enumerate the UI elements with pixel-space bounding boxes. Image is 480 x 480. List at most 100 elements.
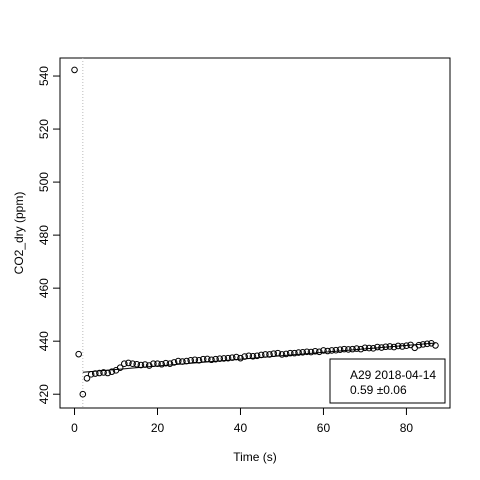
data-point [208,356,215,364]
data-point [100,369,107,376]
data-point [419,341,427,348]
y-tick-label: 520 [37,119,51,139]
y-tick-label: 480 [37,225,51,245]
x-axis: 0 20 40 60 80 [71,407,414,435]
data-point [125,359,132,367]
data-points [71,66,439,398]
data-point [212,355,219,363]
data-point [253,352,261,360]
legend-label-site-date: A29 2018-04-14 [350,368,436,382]
data-point [382,343,389,351]
data-point [220,355,228,362]
x-tick-label: 80 [400,421,414,435]
data-point [166,360,174,368]
legend: A29 2018-04-14 0.59 ±0.06 [329,358,446,404]
plot-frame [59,57,451,409]
data-point [87,371,95,378]
data-point [79,390,87,398]
data-point [303,348,311,356]
data-point [353,345,360,352]
data-point [241,353,248,360]
data-point [83,375,91,382]
data-point [187,356,194,364]
legend-box [329,358,446,404]
data-point [266,351,273,358]
x-axis-title: Time (s) [233,450,277,464]
data-point [262,351,269,358]
data-point [237,354,244,362]
data-point [121,360,128,368]
y-tick-label: 420 [37,384,51,404]
x-tick-label: 60 [317,421,331,435]
data-point [361,344,369,352]
data-point [71,66,78,74]
data-point [158,360,165,368]
data-point [316,348,323,356]
data-point [386,343,394,350]
data-point [278,351,286,358]
y-tick-label: 540 [37,66,51,86]
x-tick-label: 0 [71,421,78,435]
y-tick-label: 500 [37,172,51,192]
data-point [150,360,157,368]
data-point [299,349,307,356]
y-tick-label: 440 [37,331,51,351]
data-point [390,343,398,351]
data-point [291,349,298,357]
data-point [249,352,257,360]
data-point [432,342,439,349]
data-point [378,344,385,351]
data-point [75,350,82,358]
x-tick-label: 20 [151,421,165,435]
data-point [398,343,406,350]
data-point [295,349,302,356]
data-point [394,342,402,350]
data-point [174,357,182,365]
data-point [403,342,410,349]
data-point [286,349,294,357]
y-axis-title: CO2_dry (ppm) [12,192,26,275]
data-point [415,341,423,349]
data-point [357,345,365,353]
data-point [349,345,356,353]
data-point [365,344,373,352]
data-point [129,360,136,368]
data-point [116,364,124,371]
data-point [423,340,431,348]
data-point [199,355,207,363]
data-point [183,357,190,365]
data-point [203,355,211,363]
data-point [257,351,265,359]
data-point [332,346,340,354]
data-point [162,359,170,367]
data-point [154,360,161,368]
data-point [141,361,149,368]
legend-label-slope: 0.59 ±0.06 [350,383,407,397]
data-point [324,347,331,355]
data-point [328,347,336,354]
x-tick-label: 40 [234,421,248,435]
data-point [224,354,232,362]
data-point [96,369,103,377]
y-tick-label: 460 [37,278,51,298]
y-axis: 420 440 460 480 500 520 540 [37,66,61,404]
data-point [311,347,319,355]
data-point [336,346,344,353]
data-point [374,343,381,351]
data-point [216,355,224,362]
data-point [411,344,419,352]
data-point [133,360,141,368]
data-point [179,358,186,365]
data-point [340,345,348,353]
data-point [307,348,315,356]
data-point [137,361,145,369]
data-point [270,350,277,357]
data-point [320,347,327,354]
data-point [195,356,203,364]
data-point [170,359,178,366]
data-point [345,346,352,353]
data-point [228,354,236,361]
data-point [145,362,153,369]
data-point [282,350,290,358]
